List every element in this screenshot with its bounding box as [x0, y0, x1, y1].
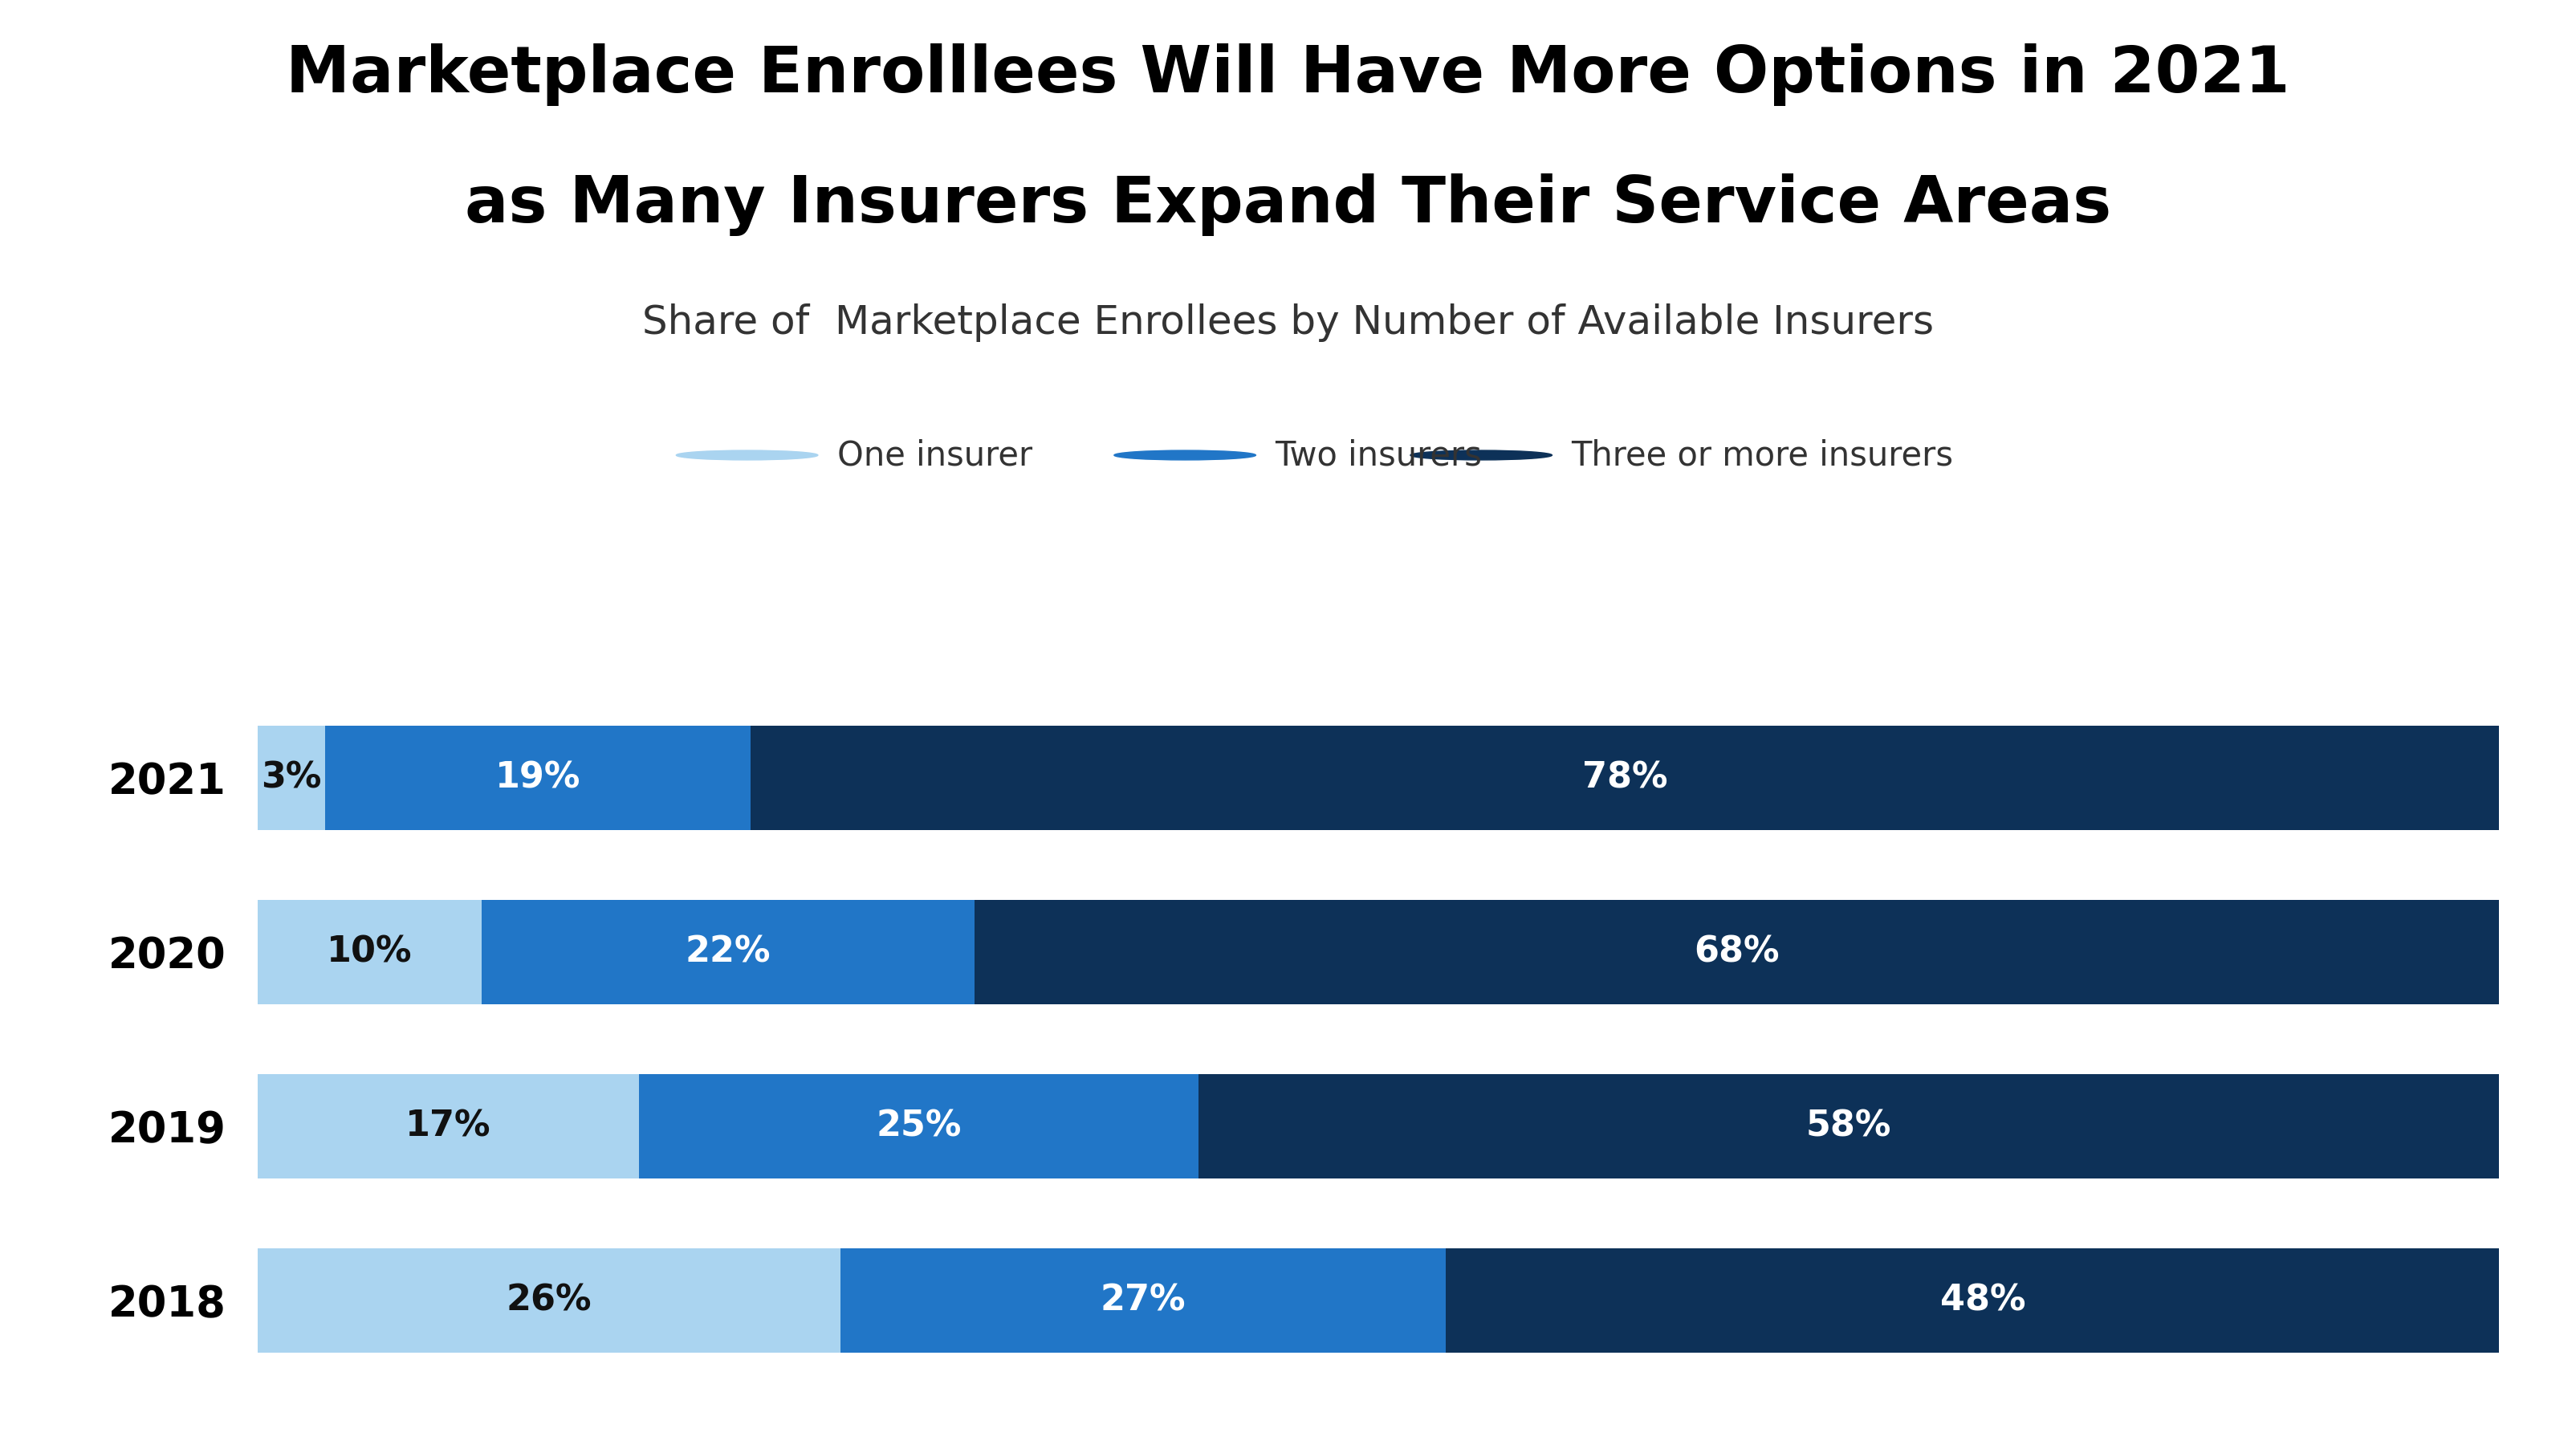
Circle shape — [1115, 451, 1257, 460]
Text: 22%: 22% — [685, 935, 770, 970]
Text: 27%: 27% — [1100, 1283, 1185, 1318]
Bar — [258, 1248, 840, 1353]
Text: 25%: 25% — [876, 1108, 961, 1143]
Bar — [325, 725, 750, 829]
Circle shape — [675, 451, 819, 460]
Text: 48%: 48% — [1940, 1283, 2025, 1318]
Text: 10%: 10% — [327, 935, 412, 970]
Bar — [974, 900, 2499, 1004]
Circle shape — [1412, 451, 1551, 460]
Bar — [258, 1074, 639, 1178]
Bar — [482, 900, 974, 1004]
Bar — [258, 900, 482, 1004]
Text: Share of  Marketplace Enrollees by Number of Available Insurers: Share of Marketplace Enrollees by Number… — [641, 303, 1935, 342]
Text: 17%: 17% — [404, 1108, 492, 1143]
Text: 68%: 68% — [1695, 935, 1780, 970]
Text: 3%: 3% — [260, 760, 322, 795]
Text: Marketplace Enrolllees Will Have More Options in 2021: Marketplace Enrolllees Will Have More Op… — [286, 43, 2290, 105]
Bar — [258, 725, 325, 829]
Text: 78%: 78% — [1582, 760, 1667, 795]
Text: as Many Insurers Expand Their Service Areas: as Many Insurers Expand Their Service Ar… — [464, 173, 2112, 236]
Text: 19%: 19% — [495, 760, 580, 795]
Bar — [639, 1074, 1198, 1178]
Bar — [750, 725, 2499, 829]
Text: Three or more insurers: Three or more insurers — [1571, 438, 1953, 473]
Bar — [1445, 1248, 2522, 1353]
Bar — [840, 1248, 1445, 1353]
Text: 58%: 58% — [1806, 1108, 1891, 1143]
Text: Two insurers: Two insurers — [1275, 438, 1481, 473]
Text: One insurer: One insurer — [837, 438, 1033, 473]
Text: 26%: 26% — [507, 1283, 592, 1318]
Bar — [1198, 1074, 2499, 1178]
